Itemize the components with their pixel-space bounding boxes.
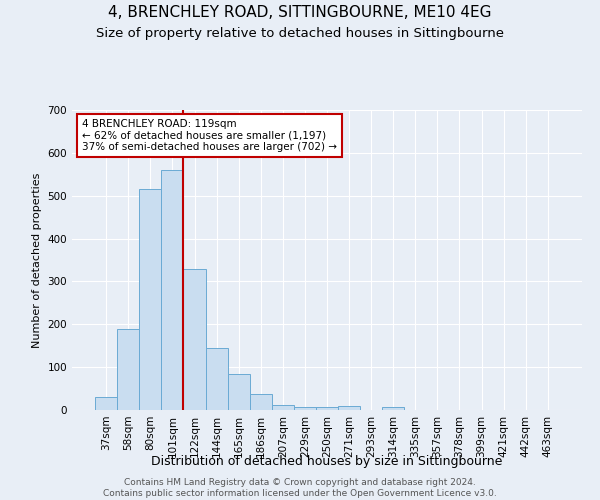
Bar	[161, 170, 184, 410]
Bar	[316, 406, 338, 410]
Bar	[184, 270, 206, 410]
Bar	[117, 328, 139, 410]
Bar	[272, 405, 294, 410]
Bar	[227, 374, 250, 410]
Text: Distribution of detached houses by size in Sittingbourne: Distribution of detached houses by size …	[151, 455, 503, 468]
Bar	[139, 190, 161, 410]
Bar	[338, 406, 360, 410]
Y-axis label: Number of detached properties: Number of detached properties	[32, 172, 42, 348]
Bar	[382, 406, 404, 410]
Bar	[95, 397, 117, 410]
Bar	[294, 406, 316, 410]
Text: Size of property relative to detached houses in Sittingbourne: Size of property relative to detached ho…	[96, 28, 504, 40]
Text: 4, BRENCHLEY ROAD, SITTINGBOURNE, ME10 4EG: 4, BRENCHLEY ROAD, SITTINGBOURNE, ME10 4…	[108, 5, 492, 20]
Text: 4 BRENCHLEY ROAD: 119sqm
← 62% of detached houses are smaller (1,197)
37% of sem: 4 BRENCHLEY ROAD: 119sqm ← 62% of detach…	[82, 119, 337, 152]
Text: Contains HM Land Registry data © Crown copyright and database right 2024.
Contai: Contains HM Land Registry data © Crown c…	[103, 478, 497, 498]
Bar	[206, 348, 227, 410]
Bar	[250, 394, 272, 410]
